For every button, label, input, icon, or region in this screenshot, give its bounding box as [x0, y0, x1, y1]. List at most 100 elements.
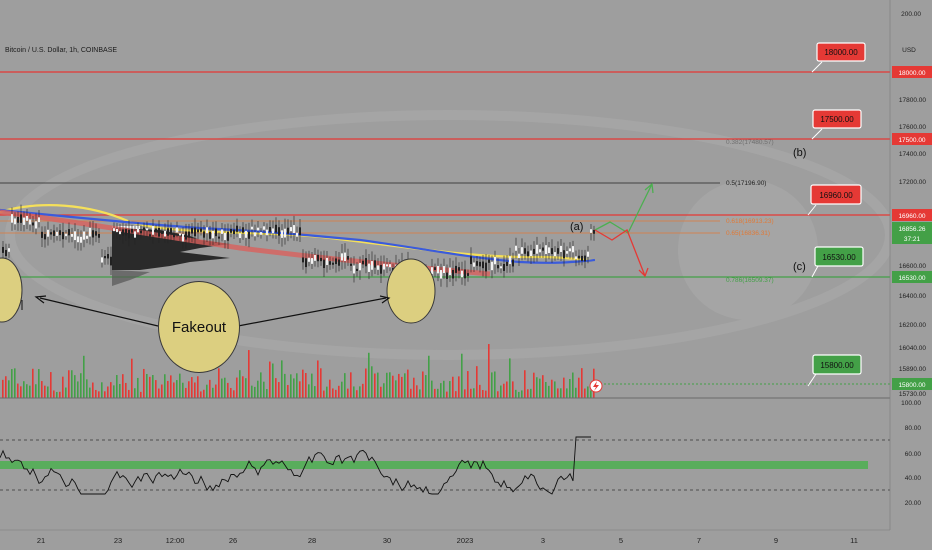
- volume-bar: [209, 379, 211, 398]
- price-tag-15800: [892, 378, 932, 390]
- volume-bar: [140, 391, 142, 398]
- callout-15800-text: 15800.00: [820, 361, 854, 370]
- candle-body: [131, 228, 133, 233]
- volume-bar: [8, 380, 10, 398]
- candle-body: [59, 230, 61, 236]
- candle-body: [341, 253, 343, 261]
- volume-bar: [413, 377, 415, 398]
- volume-bar: [446, 391, 448, 398]
- volume-bar: [173, 382, 175, 398]
- candle-body: [89, 227, 91, 237]
- fakeout-label-bubble[interactable]: Fakeout: [158, 281, 240, 373]
- candle-body: [125, 229, 127, 236]
- candle-body: [536, 244, 538, 254]
- volume-bar: [392, 375, 394, 398]
- candle-body: [317, 254, 319, 262]
- candle-body: [506, 261, 508, 266]
- volume-bar: [116, 375, 118, 398]
- volume-bar: [383, 383, 385, 398]
- volume-bar: [230, 387, 232, 398]
- volume-bar: [95, 389, 97, 398]
- candle-body: [185, 231, 187, 240]
- volume-bar: [221, 378, 223, 398]
- volume-bar: [161, 384, 163, 398]
- fakeout-text: Fakeout: [171, 318, 227, 336]
- volume-bar: [308, 384, 310, 398]
- volume-bar: [488, 344, 490, 398]
- volume-bar: [401, 376, 403, 398]
- rsi-tick: 100.00: [901, 400, 921, 407]
- candle-body: [5, 249, 7, 257]
- callout-15800[interactable]: 15800.00: [807, 354, 862, 387]
- candle-body: [146, 228, 148, 231]
- candle-body: [173, 234, 175, 238]
- candle-body: [101, 257, 103, 263]
- candlesticks[interactable]: [2, 204, 595, 288]
- callout-16960[interactable]: 16960.00: [807, 184, 862, 216]
- projection-down-arrow[interactable]: [594, 229, 646, 277]
- volume-bar: [137, 377, 139, 398]
- candle-body: [62, 232, 64, 240]
- candle-body: [152, 226, 154, 235]
- candle-body: [230, 229, 232, 233]
- symbol-title[interactable]: Bitcoin / U.S. Dollar, 1h, COINBASE: [5, 47, 118, 54]
- candle-body: [83, 231, 85, 240]
- rsi-line[interactable]: [0, 436, 591, 495]
- candle-body: [254, 232, 256, 237]
- fakeout-circle-right[interactable]: [386, 258, 436, 324]
- projection-up-arrow[interactable]: [594, 183, 653, 234]
- rsi-tick: 40.00: [905, 475, 922, 482]
- wave-label-c: (c): [793, 261, 806, 273]
- candle-body: [299, 227, 301, 236]
- volume-bar: [470, 388, 472, 398]
- volume-bar: [287, 384, 289, 398]
- volume-bar: [566, 388, 568, 398]
- candle-body: [563, 250, 565, 259]
- fakeout-circle-left[interactable]: [0, 257, 23, 323]
- candle-body: [515, 245, 517, 251]
- volume-bar: [410, 388, 412, 398]
- candle-body: [461, 270, 463, 278]
- volume-bar: [386, 372, 388, 398]
- candle-body: [182, 233, 184, 242]
- callout-16530[interactable]: 16530.00: [811, 246, 864, 278]
- arrow-head-down-icon: [638, 267, 649, 278]
- candle-body: [245, 230, 247, 238]
- candle-body: [386, 264, 388, 267]
- callout-18000[interactable]: 18000.00: [811, 42, 866, 73]
- time-axis[interactable]: 21 23 12:00 26 28 30 2023 3 5 7 9 11: [0, 529, 890, 545]
- volume-bar: [356, 390, 358, 398]
- rsi-pane[interactable]: [0, 436, 890, 495]
- candle-body: [266, 229, 268, 236]
- volume-bar: [284, 373, 286, 398]
- volume-bar: [191, 377, 193, 398]
- candle-body: [164, 230, 166, 237]
- callout-17500[interactable]: 17500.00: [811, 109, 862, 140]
- volume-bar: [155, 380, 157, 398]
- candle-body: [368, 263, 370, 272]
- volume-bar: [443, 380, 445, 398]
- price-axis[interactable]: 200.00 USD 17800.00 17600.00 17400.00 17…: [889, 0, 932, 530]
- volume-bar: [311, 373, 313, 398]
- candle-body: [26, 215, 28, 221]
- volume-bar: [326, 386, 328, 398]
- ma-blue[interactable]: [0, 208, 596, 264]
- volume-bar: [581, 368, 583, 398]
- volume-bar: [263, 381, 265, 398]
- candle-body: [140, 230, 142, 234]
- volume-bar: [20, 386, 22, 398]
- volume-bar: [506, 381, 508, 398]
- candle-body: [557, 248, 559, 254]
- volume-bar: [134, 388, 136, 398]
- flash-icon[interactable]: [589, 379, 603, 393]
- candle-body: [209, 231, 211, 239]
- volume-bar: [53, 390, 55, 398]
- candle-body: [542, 247, 544, 251]
- volume-bar: [128, 389, 130, 398]
- price-tag-17500-text: 17500.00: [898, 137, 925, 144]
- volume-bar: [68, 370, 70, 398]
- candle-body: [86, 235, 88, 239]
- candle-body: [326, 257, 328, 265]
- candle-body: [350, 263, 352, 266]
